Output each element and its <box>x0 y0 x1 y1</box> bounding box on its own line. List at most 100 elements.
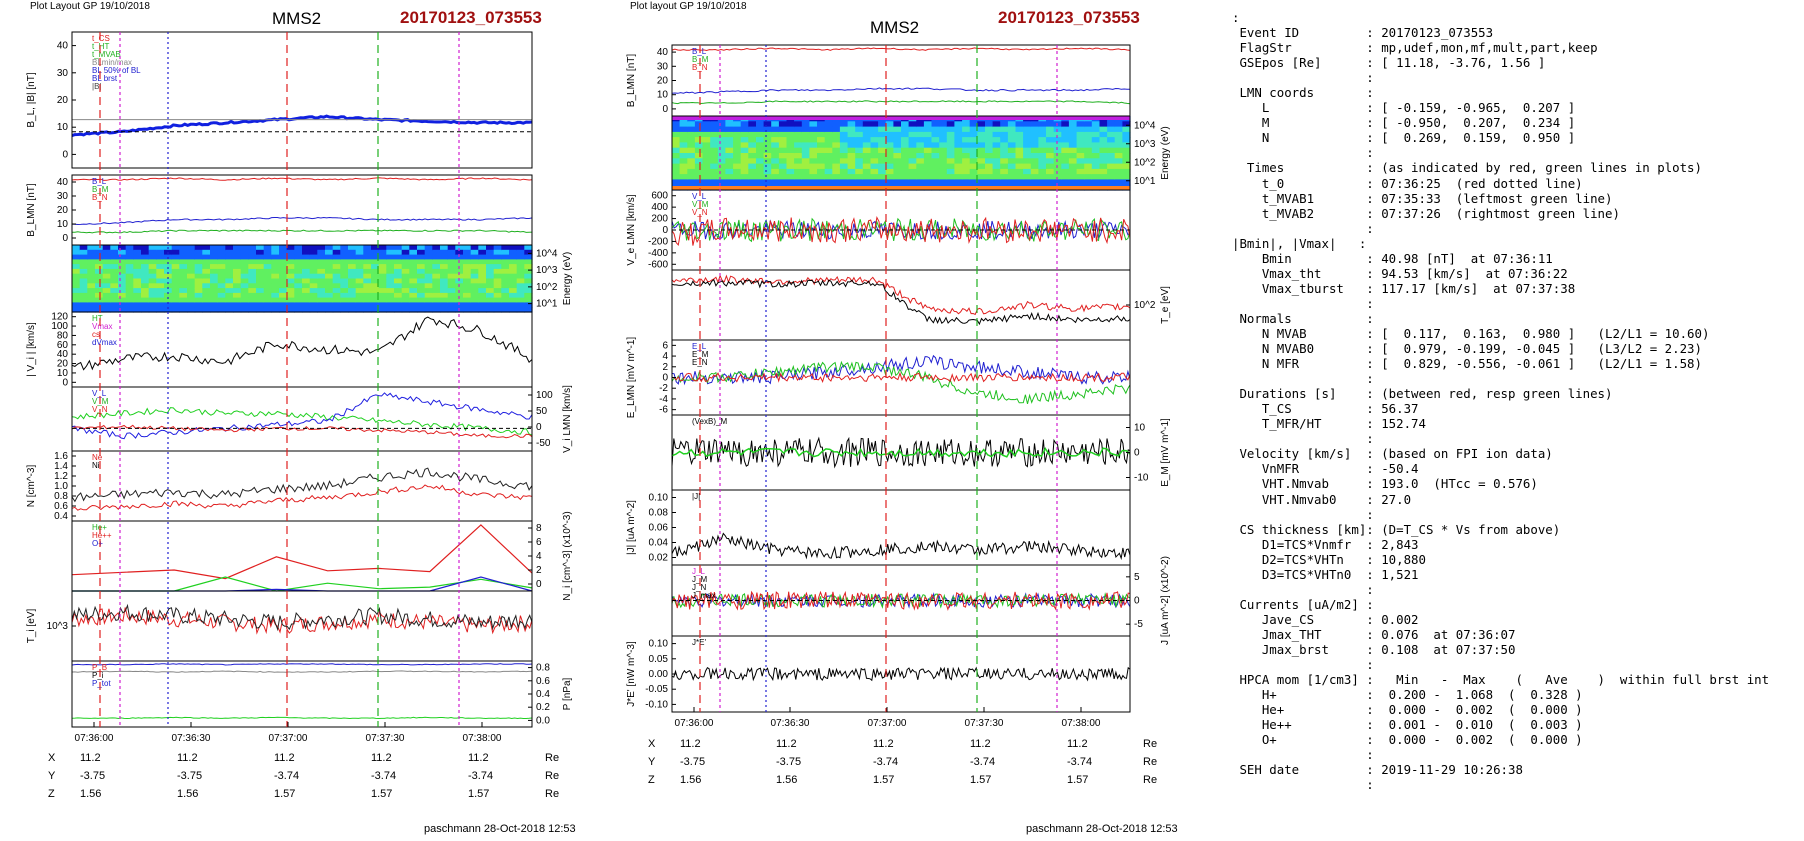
spectrogram-cell <box>794 131 803 138</box>
spectrogram-cell <box>87 268 96 275</box>
spectrogram-cell <box>478 288 487 294</box>
spectrogram-cell <box>1038 131 1047 138</box>
y-tick-label: 30 <box>57 68 69 79</box>
spectrogram-cell <box>125 292 134 299</box>
spectrogram-cell <box>486 283 495 289</box>
spectrogram-cell <box>794 121 803 128</box>
spectrogram-cell <box>455 268 464 275</box>
spectrogram-cell <box>509 273 518 280</box>
spectrogram-cell <box>1122 137 1131 143</box>
spectrogram-cell <box>794 179 803 186</box>
spectrogram-cell <box>855 147 864 154</box>
spectrogram-cell <box>824 158 833 165</box>
spectrogram-cell <box>679 174 688 180</box>
spectrogram-cell <box>516 254 525 260</box>
spectrogram-cell <box>1007 126 1017 133</box>
spectrogram-cell <box>286 292 295 299</box>
spectrogram-cell <box>187 264 196 270</box>
spectrogram-cell <box>862 142 871 149</box>
spectrogram-cell <box>946 142 955 149</box>
summary-line: : <box>1366 371 1374 387</box>
spectrogram-cell <box>931 153 940 159</box>
spectrogram-cell <box>363 288 372 294</box>
series-line-vm <box>671 217 1131 243</box>
spectrogram-cell <box>1030 179 1039 186</box>
spectrogram-cell <box>102 288 111 294</box>
x-tick-label: 07:36:30 <box>172 733 211 744</box>
series-line-bm <box>671 87 1130 94</box>
spectrogram-cell <box>171 288 180 294</box>
spectrogram-cell <box>233 245 242 251</box>
spectrogram-cell <box>187 259 196 265</box>
spectrogram-cell <box>962 179 971 186</box>
spectrogram-cell <box>156 259 165 265</box>
spectrogram-cell <box>286 259 295 265</box>
spectrogram-cell <box>417 283 426 289</box>
position-unit: Re <box>1143 738 1158 750</box>
spectrogram-cell <box>401 259 410 265</box>
spectrogram-cell <box>1023 168 1032 175</box>
spectrogram-cell <box>171 283 180 289</box>
spectrogram-cell <box>210 273 219 280</box>
spectrogram-cell <box>179 278 188 284</box>
spectrogram-cell <box>977 153 986 159</box>
spectrogram-cell <box>125 302 134 308</box>
spectrogram-cell <box>463 292 472 299</box>
spectrogram-cell <box>1046 147 1055 154</box>
spectrogram-cell <box>363 264 372 270</box>
spectrogram-cell <box>1122 174 1131 180</box>
spectrogram-cell <box>363 273 372 280</box>
spectrogram-cell <box>95 283 104 289</box>
spectrogram-cell <box>923 147 933 154</box>
spectrogram-cell <box>409 273 418 280</box>
y-tick-label: 10^2 <box>1134 157 1156 168</box>
spectrogram-cell <box>325 307 334 313</box>
spectrogram-cell <box>187 302 196 308</box>
spectrogram-cell <box>687 121 696 128</box>
spectrogram-cell <box>923 137 933 143</box>
spectrogram-cell <box>893 126 902 133</box>
spectrogram-cell <box>1068 137 1078 143</box>
spectrogram-cell <box>870 126 879 133</box>
panel-ion-spec: 10^110^210^310^4 Energy (eV) <box>71 244 573 313</box>
spectrogram-cell <box>985 163 994 170</box>
spectrogram-cell <box>493 249 502 256</box>
spectrogram-cell <box>194 268 203 275</box>
spectrogram-cell <box>524 264 533 270</box>
spectrogram-cell <box>908 153 917 159</box>
spectrogram-cell <box>809 174 818 180</box>
position-unit: Re <box>545 770 560 782</box>
spectrogram-cell <box>908 126 917 133</box>
spectrogram-cell <box>977 126 986 133</box>
spectrogram-cell <box>1053 174 1062 180</box>
spectrogram-cell <box>862 179 871 186</box>
summary-line: Jmax_brst : 0.108 at 07:37:50 <box>1261 641 1516 657</box>
spectrogram-cell <box>133 259 142 265</box>
spectrogram-cell <box>786 131 795 138</box>
spectrogram-cell <box>409 288 418 294</box>
spectrogram-cell <box>102 297 111 303</box>
spectrogram-cell <box>763 174 772 180</box>
spectrogram-cell <box>1046 131 1055 138</box>
spectrogram-cell <box>210 268 219 275</box>
spectrogram-cell <box>187 278 196 284</box>
spectrogram-cell <box>908 131 917 138</box>
spectrogram-cell <box>992 158 1001 165</box>
y-tick-label: 10^2 <box>1134 300 1156 311</box>
position-value: -3.74 <box>371 770 397 782</box>
series-line-jl <box>671 590 1131 611</box>
spectrogram-cell <box>717 158 726 165</box>
spectrogram-cell <box>985 158 994 165</box>
spectrogram-cell <box>79 254 88 260</box>
spectrogram-cell <box>363 297 372 303</box>
spectrogram-cell <box>1091 158 1100 165</box>
spectrogram-cell <box>509 264 518 270</box>
spectrogram-cell <box>1023 147 1032 154</box>
position-value: -3.74 <box>1067 756 1093 768</box>
spectrogram-cell <box>202 264 211 270</box>
spectrogram-cell <box>125 245 134 251</box>
spectrogram-cell <box>931 179 940 186</box>
spectrogram-cell <box>977 158 986 165</box>
